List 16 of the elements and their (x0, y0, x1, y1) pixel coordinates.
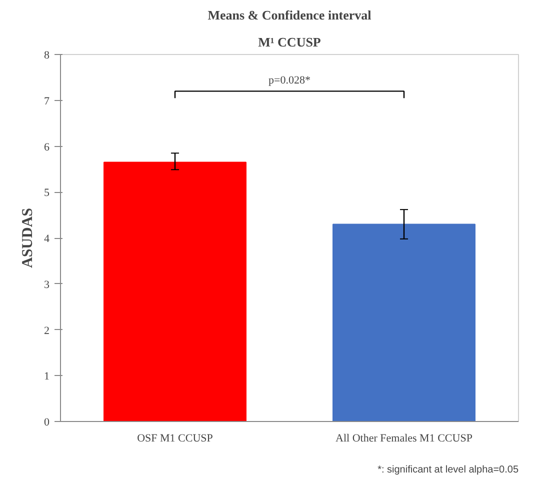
y-tick-label: 7 (44, 95, 50, 108)
y-tick-label: 1 (44, 370, 50, 383)
text: *: significant at level alpha=0.05 (378, 464, 519, 476)
y-tick-label: 3 (44, 278, 50, 291)
y-tick-label: 4 (44, 233, 50, 245)
chart-title: Means & Confidence interval (208, 8, 372, 22)
annotation: p=0.028* (268, 74, 310, 87)
y-tick-label: 5 (44, 187, 50, 200)
x-tick-label: OSF M1 CCUSP (137, 432, 213, 444)
y-tick-label: 6 (44, 141, 50, 154)
y-tick-label: 0 (44, 416, 50, 428)
chart-subtitle: M¹ CCUSP (258, 34, 321, 50)
x-tick-label: All Other Females M1 CCUSP (336, 432, 472, 444)
y-tick-label: 8 (44, 50, 50, 62)
y-tick-label: 2 (44, 324, 50, 337)
y-axis-title: ASUDAS (20, 208, 36, 268)
